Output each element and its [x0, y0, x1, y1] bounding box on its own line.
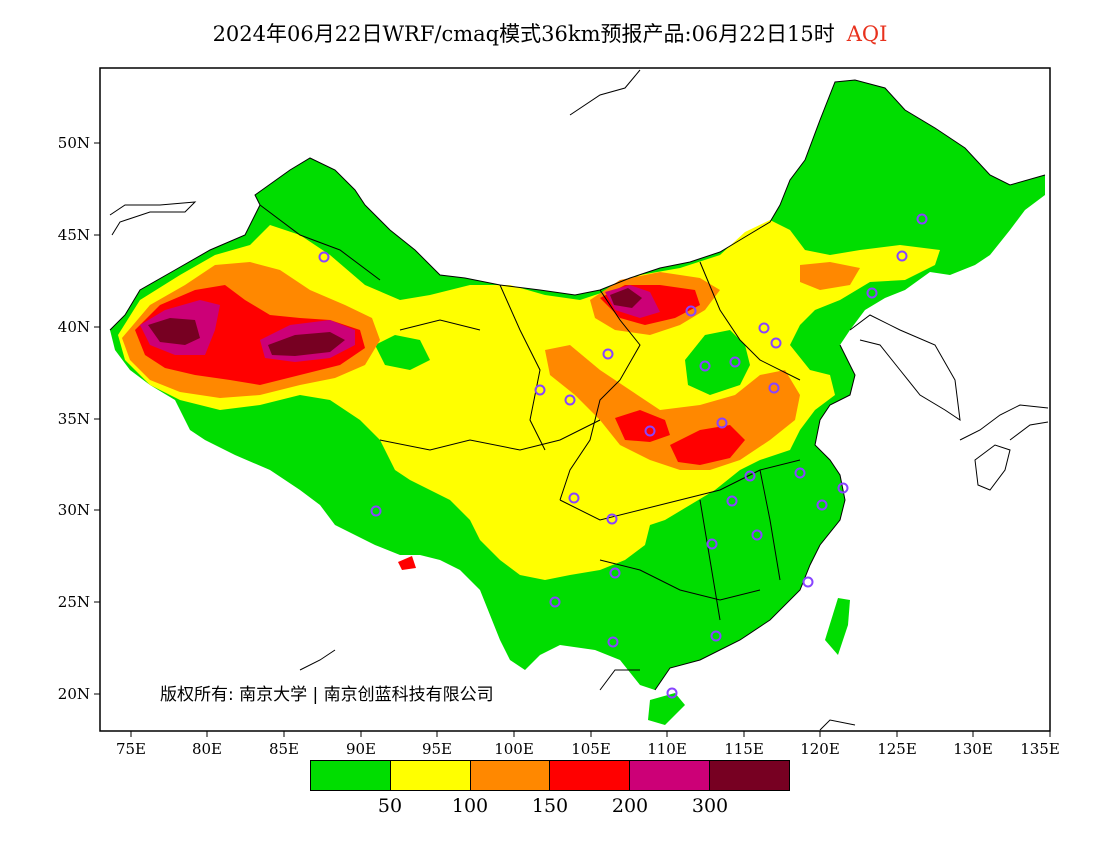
hainan-island: [648, 693, 685, 725]
station-marker: [710, 630, 722, 642]
x-tick-label: 75E: [115, 740, 147, 758]
aqi-zone-hazardous-mid: [268, 332, 345, 356]
y-tick-label: 50N: [57, 134, 90, 152]
x-tick-label: 100E: [494, 740, 534, 758]
aqi-label: AQI: [846, 22, 888, 46]
station-marker: [607, 636, 619, 648]
station-marker: [564, 394, 576, 406]
legend-swatch-very-unhealthy: [630, 761, 711, 790]
station-marker: [794, 467, 806, 479]
legend-swatch-unhealthy: [550, 761, 631, 790]
taiwan-island: [825, 598, 850, 655]
station-marker: [802, 576, 814, 588]
aqi-zone-hazardous-north: [610, 288, 642, 308]
y-tick-label: 30N: [57, 501, 90, 519]
x-tick-label: 85E: [268, 740, 300, 758]
x-tick-label: 95E: [421, 740, 453, 758]
legend-threshold: 100: [451, 795, 489, 817]
y-tick-label: 25N: [57, 593, 90, 611]
station-marker: [606, 513, 618, 525]
legend-swatch-sensitive: [470, 761, 551, 790]
legend-threshold: 150: [531, 795, 569, 817]
y-tick-label: 40N: [57, 318, 90, 336]
aqi-zone-unhealthy-east: [670, 425, 745, 465]
x-tick-label: 115E: [724, 740, 764, 758]
station-marker: [699, 360, 711, 372]
legend-swatch-hazardous: [710, 761, 789, 790]
station-marker: [370, 505, 382, 517]
map-content: [109, 69, 1049, 731]
legend-threshold: 50: [377, 795, 403, 817]
station-marker: [706, 538, 718, 550]
station-marker: [896, 250, 908, 262]
axis-ticks: [94, 142, 1051, 737]
map-title: 2024年06月22日WRF/cmaq模式36km预报产品:06月22日15时 A…: [0, 18, 1100, 48]
map-frame: [99, 67, 1051, 732]
x-tick-label: 130E: [953, 740, 993, 758]
station-marker: [758, 322, 770, 334]
station-marker: [866, 287, 878, 299]
station-marker: [744, 470, 756, 482]
station-marker: [770, 337, 782, 349]
x-tick-label: 125E: [877, 740, 917, 758]
x-tick-label: 80E: [191, 740, 223, 758]
station-marker: [609, 567, 621, 579]
aqi-zone-sensitive-ne: [800, 262, 860, 290]
x-tick-label: 120E: [800, 740, 840, 758]
aqi-zone-good-pocket: [685, 330, 750, 395]
x-tick-label: 110E: [647, 740, 687, 758]
y-tick-label: 20N: [57, 685, 90, 703]
station-marker: [916, 213, 928, 225]
legend-swatch-good: [311, 761, 391, 790]
station-marker: [568, 492, 580, 504]
y-tick-label: 45N: [57, 226, 90, 244]
station-markers: [318, 213, 928, 699]
station-marker: [318, 251, 330, 263]
copyright-notice: 版权所有: 南京大学 | 南京创蓝科技有限公司: [160, 685, 494, 705]
borders: [109, 69, 1049, 731]
station-marker: [751, 529, 763, 541]
station-marker: [816, 499, 828, 511]
station-marker: [602, 348, 614, 360]
station-marker: [644, 425, 656, 437]
station-marker: [768, 382, 780, 394]
station-marker: [837, 482, 849, 494]
x-tick-label: 105E: [571, 740, 611, 758]
aqi-legend: [310, 760, 790, 791]
legend-threshold: 200: [611, 795, 649, 817]
aqi-zone-good-pocket-west: [375, 335, 430, 370]
station-marker: [534, 384, 546, 396]
station-marker: [729, 356, 741, 368]
x-tick-label: 90E: [345, 740, 377, 758]
station-marker: [685, 305, 697, 317]
station-marker: [666, 687, 678, 699]
station-marker: [549, 596, 561, 608]
aqi-zone-hotspot-sw: [398, 556, 416, 570]
x-tick-label: 135E: [1020, 740, 1060, 758]
title-text: 2024年06月22日WRF/cmaq模式36km预报产品:06月22日15时: [212, 22, 835, 46]
station-marker: [726, 495, 738, 507]
aqi-zone-hazardous-west: [148, 318, 200, 345]
legend-threshold: 300: [691, 795, 729, 817]
station-marker: [716, 417, 728, 429]
y-tick-label: 35N: [57, 410, 90, 428]
legend-swatch-moderate: [390, 761, 471, 790]
aqi-zone-unhealthy-central: [615, 410, 670, 442]
